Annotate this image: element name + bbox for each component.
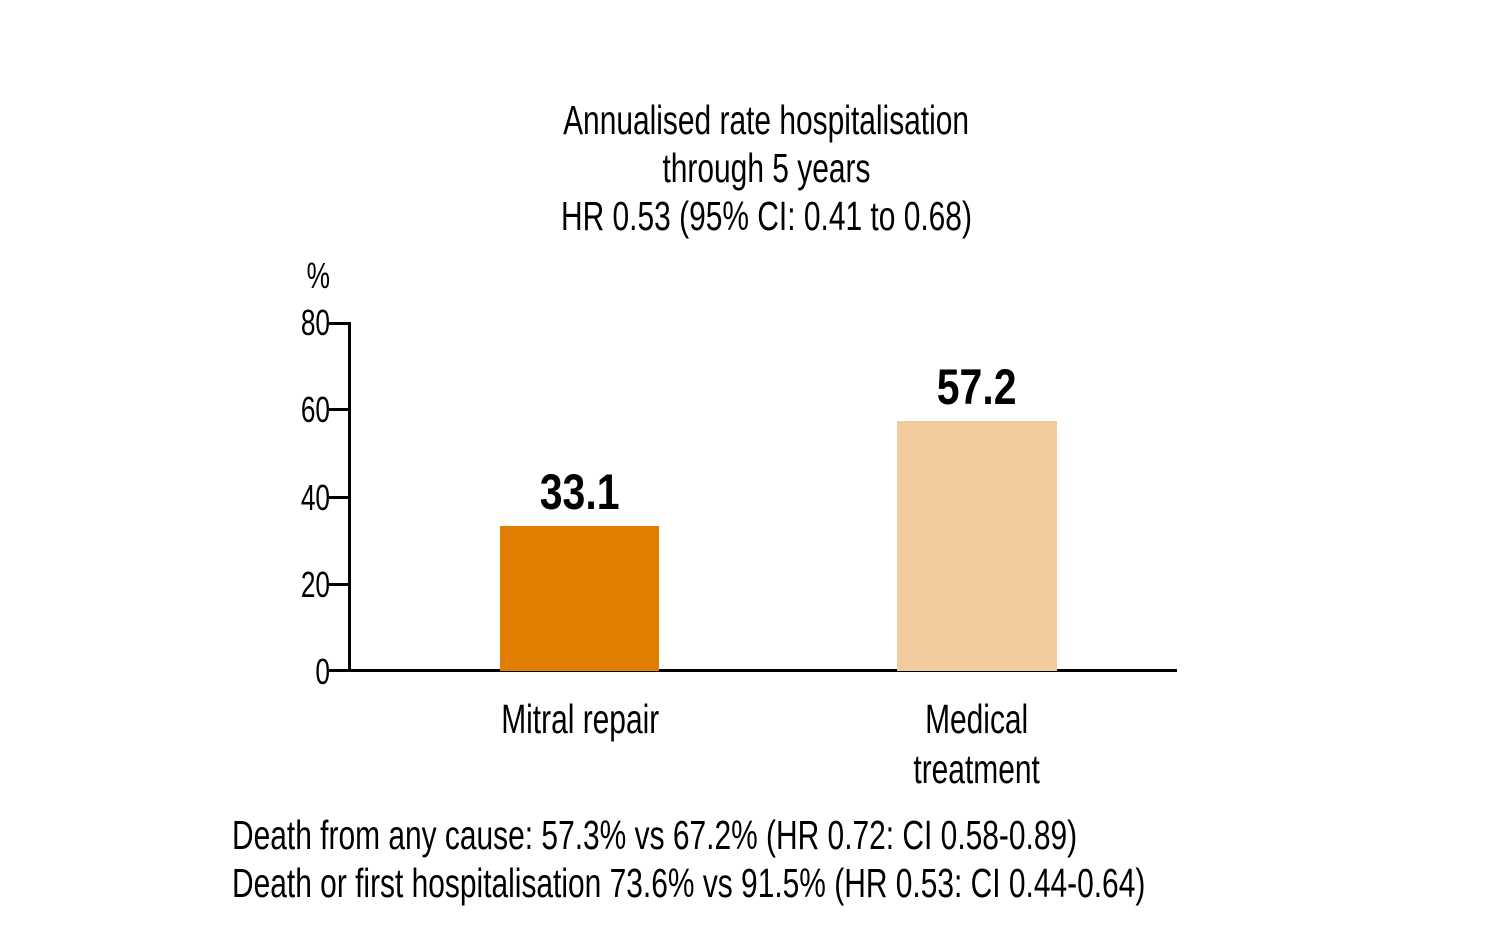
y-axis-unit-label: %	[306, 255, 330, 296]
footnote-death-or-hospitalisation: Death or first hospitalisation 73.6% vs …	[232, 860, 1146, 906]
x-category-label-mitral-repair: Mitral repair	[501, 696, 659, 742]
y-tick-mark-0	[329, 669, 348, 672]
bar-mitral-repair	[500, 526, 659, 671]
y-tick-mark-20	[329, 583, 348, 586]
chart-title-line-3: HR 0.53 (95% CI: 0.41 to 0.68)	[560, 193, 972, 239]
bar-medical-treatment	[897, 421, 1057, 671]
bar-group-mitral-repair: 33.1	[500, 466, 659, 671]
chart-title-line-2: through 5 years	[662, 145, 870, 191]
plot-area: 33.1 57.2	[329, 322, 1177, 672]
bar-group-medical-treatment: 57.2	[897, 361, 1057, 671]
y-tick-mark-80	[329, 322, 348, 325]
y-axis-line	[348, 322, 351, 672]
y-tick-label-0: 0	[315, 651, 330, 692]
footnotes: Death from any cause: 57.3% vs 67.2% (HR…	[232, 811, 1483, 907]
y-tick-label-40: 40	[300, 477, 330, 518]
x-axis-line	[348, 669, 1177, 672]
x-category-label-medical-treatment: Medical treatment	[913, 696, 1041, 792]
y-tick-label-60: 60	[300, 389, 330, 430]
y-tick-label-20: 20	[300, 564, 330, 605]
y-tick-mark-60	[329, 408, 348, 411]
footnote-death-any-cause: Death from any cause: 57.3% vs 67.2% (HR…	[232, 812, 1078, 858]
bar-value-label-medical-treatment: 57.2	[937, 359, 1017, 415]
bar-value-label-mitral-repair: 33.1	[539, 464, 620, 520]
chart-title-line-1: Annualised rate hospitalisation	[563, 97, 969, 143]
y-tick-mark-40	[329, 496, 348, 499]
y-tick-label-80: 80	[300, 302, 330, 343]
chart-title: Annualised rate hospitalisation through …	[350, 96, 1182, 240]
